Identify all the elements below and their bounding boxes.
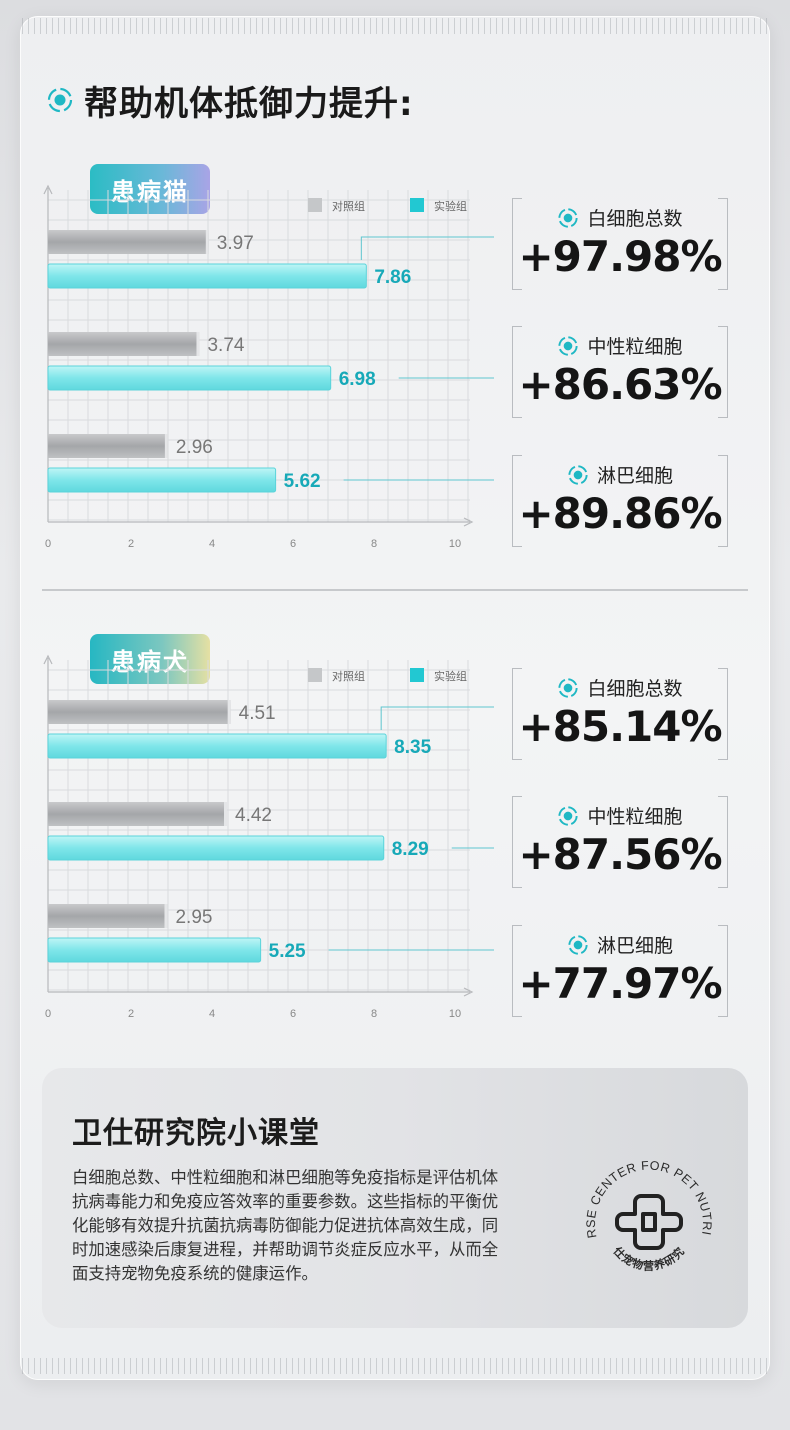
control-bar-edge — [224, 802, 228, 826]
x-axis-arrow — [463, 517, 474, 527]
page-heading: 帮助机体抵御力提升: — [46, 80, 414, 124]
x-tick-label: 2 — [128, 1008, 134, 1020]
control-value-label: 3.74 — [207, 335, 244, 356]
control-bar — [48, 332, 200, 356]
experiment-value-label: 6.98 — [339, 369, 376, 390]
x-tick-label: 10 — [449, 538, 461, 550]
target-icon — [557, 805, 579, 827]
connector-line — [360, 236, 494, 260]
stat-value: +87.56% — [518, 830, 722, 879]
control-bar-edge — [227, 700, 231, 724]
control-bar — [48, 230, 209, 254]
info-body: 白细胞总数、中性粒细胞和淋巴细胞等免疫指标是评估机体抗病毒能力和免疫应答效率的重… — [72, 1168, 499, 1283]
x-tick-label: 0 — [45, 538, 51, 550]
experiment-value-label: 8.29 — [392, 839, 429, 860]
legend-swatch — [410, 668, 424, 682]
cat-badge: 患病猫 — [90, 164, 210, 214]
stat-label: 淋巴细胞 — [596, 465, 673, 487]
info-card: 卫仕研究院小课堂 白细胞总数、中性粒细胞和淋巴细胞等免疫指标是评估机体抗病毒能力… — [42, 1068, 748, 1328]
stat-card-dog-wbc: 白细胞总数 +85.14% — [512, 668, 728, 760]
top-ruler-decoration — [22, 18, 768, 34]
experiment-bar — [47, 263, 367, 289]
cat-section: 患病猫 0 2 4 6 8 10 对照组 实验组 3.97 7.86 3.74 6.98 2.96 5.6… — [0, 0, 790, 590]
section-divider — [42, 589, 748, 591]
experiment-value-label: 8.35 — [394, 737, 431, 758]
control-value-label: 3.97 — [217, 233, 254, 254]
institute-logo: NOURSE CENTER FOR PET NUTRITION 卫仕宠物营养研究… — [574, 1146, 714, 1273]
stat-card-dog-neutrophil: 中性粒细胞 +87.56% — [512, 796, 728, 888]
stat-label: 中性粒细胞 — [587, 806, 683, 828]
experiment-value-label: 5.62 — [284, 471, 321, 492]
x-tick-label: 8 — [371, 1008, 377, 1020]
control-bar — [48, 802, 228, 826]
page-title: 帮助机体抵御力提升: — [84, 83, 414, 124]
dog-badge: 患病犬 — [90, 634, 210, 684]
x-tick-label: 0 — [45, 1008, 51, 1020]
x-tick-label: 4 — [209, 1008, 215, 1020]
control-bar — [48, 904, 168, 928]
control-value-label: 2.96 — [176, 437, 213, 458]
stat-value: +85.14% — [518, 702, 722, 751]
stat-card-cat-wbc: 白细胞总数 +97.98% — [512, 198, 728, 290]
legend-label: 对照组 — [332, 199, 365, 213]
stat-label: 白细胞总数 — [587, 208, 683, 230]
experiment-bar — [47, 835, 385, 861]
connector-line — [380, 706, 494, 730]
dog-chart: 0 2 4 6 8 10 对照组 实验组 4.51 8.35 4.42 8.29 2.95 5.25 — [43, 654, 494, 1020]
target-icon — [46, 86, 74, 114]
experiment-value-label: 7.86 — [374, 267, 411, 288]
experiment-bar — [47, 365, 332, 391]
y-axis-arrow — [43, 184, 53, 195]
legend-label: 对照组 — [332, 669, 365, 683]
control-bar-edge — [196, 332, 200, 356]
legend-label: 实验组 — [434, 199, 467, 213]
x-tick-label: 2 — [128, 538, 134, 550]
stat-value: +86.63% — [518, 360, 722, 409]
stat-card-dog-lymphocyte: 淋巴细胞 +77.97% — [512, 925, 728, 1017]
control-value-label: 4.42 — [235, 805, 272, 826]
target-icon — [567, 464, 589, 486]
experiment-bar — [47, 733, 387, 759]
x-tick-label: 6 — [290, 1008, 296, 1020]
control-value-label: 2.95 — [175, 907, 212, 928]
experiment-bar — [47, 937, 262, 963]
stat-label: 中性粒细胞 — [587, 336, 683, 358]
stat-label: 淋巴细胞 — [596, 935, 673, 957]
stat-card-cat-lymphocyte: 淋巴细胞 +89.86% — [512, 455, 728, 547]
control-bar — [48, 434, 168, 458]
control-bar — [48, 700, 231, 724]
cross-logo-icon — [615, 1194, 683, 1250]
stat-value: +97.98% — [518, 232, 722, 281]
experiment-value-label: 5.25 — [269, 941, 306, 962]
info-title: 卫仕研究院小课堂 — [72, 1116, 320, 1151]
legend-label: 实验组 — [434, 669, 467, 683]
target-icon — [557, 335, 579, 357]
target-icon — [557, 677, 579, 699]
legend-swatch — [410, 198, 424, 212]
x-tick-label: 6 — [290, 538, 296, 550]
target-icon — [557, 207, 579, 229]
x-tick-label: 8 — [371, 538, 377, 550]
x-tick-label: 10 — [449, 1008, 461, 1020]
control-bar-edge — [164, 904, 168, 928]
cat-chart: 0 2 4 6 8 10 对照组 实验组 3.97 7.86 3.74 6.98 2.96 5.62 — [43, 184, 494, 550]
stat-card-cat-neutrophil: 中性粒细胞 +86.63% — [512, 326, 728, 418]
x-tick-label: 4 — [209, 538, 215, 550]
stat-value: +89.86% — [518, 489, 722, 538]
stat-label: 白细胞总数 — [587, 678, 683, 700]
experiment-bar — [47, 467, 277, 493]
y-axis-arrow — [43, 654, 53, 665]
control-bar-edge — [164, 434, 168, 458]
legend-swatch — [308, 198, 322, 212]
legend-swatch — [308, 668, 322, 682]
target-icon — [567, 934, 589, 956]
bottom-ruler-decoration — [22, 1358, 768, 1374]
control-bar-edge — [205, 230, 209, 254]
stat-value: +77.97% — [518, 959, 722, 1008]
x-axis-arrow — [463, 987, 474, 997]
control-value-label: 4.51 — [239, 703, 276, 724]
dog-section: 患病犬 0 2 4 6 8 10 对照组 实验组 4.51 8.35 4.42 8.29 2.95 5.2… — [0, 470, 790, 1060]
